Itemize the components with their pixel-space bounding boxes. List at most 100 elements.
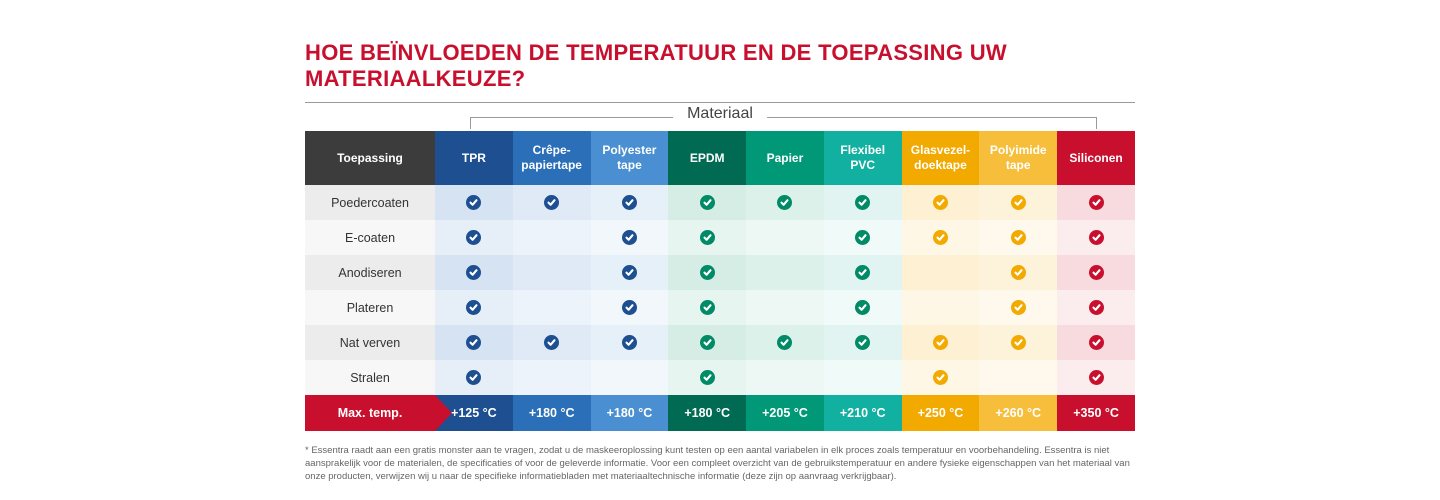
cell: [435, 185, 513, 220]
check-icon: [700, 335, 715, 350]
check-icon: [933, 370, 948, 385]
cell: [668, 360, 746, 395]
header-col-1: Crêpe-papiertape: [513, 131, 591, 185]
cell: [979, 220, 1057, 255]
cell: [902, 220, 980, 255]
cell: [591, 325, 669, 360]
cell: [902, 360, 980, 395]
material-table: ToepassingTPRCrêpe-papiertapePolyesterta…: [305, 131, 1135, 431]
check-icon: [544, 335, 559, 350]
max-temp-value: +210 °C: [824, 395, 902, 431]
check-icon: [1089, 230, 1104, 245]
check-icon: [622, 335, 637, 350]
check-icon: [622, 195, 637, 210]
cell: [513, 220, 591, 255]
cell: [668, 255, 746, 290]
header-toepassing: Toepassing: [305, 131, 435, 185]
cell: [824, 325, 902, 360]
table-row: Poedercoaten: [305, 185, 1135, 220]
cell: [902, 325, 980, 360]
cell: [746, 325, 824, 360]
check-icon: [466, 195, 481, 210]
max-temp-value: +180 °C: [668, 395, 746, 431]
max-temp-value: +250 °C: [902, 395, 980, 431]
check-icon: [622, 300, 637, 315]
check-icon: [777, 335, 792, 350]
header-col-6: Glasvezel-doektape: [902, 131, 980, 185]
check-icon: [466, 230, 481, 245]
page-title: HOE BEÏNVLOEDEN DE TEMPERATUUR EN DE TOE…: [305, 40, 1135, 103]
check-icon: [700, 300, 715, 315]
check-icon: [933, 335, 948, 350]
cell: [1057, 290, 1135, 325]
check-icon: [622, 230, 637, 245]
header-col-0: TPR: [435, 131, 513, 185]
cell: [668, 185, 746, 220]
check-icon: [855, 335, 870, 350]
cell: [591, 360, 669, 395]
table-row: Plateren: [305, 290, 1135, 325]
check-icon: [777, 195, 792, 210]
max-temp-label: Max. temp.: [305, 395, 435, 431]
header-col-7: Polyimidetape: [979, 131, 1057, 185]
cell: [746, 360, 824, 395]
cell: [1057, 325, 1135, 360]
cell: [591, 185, 669, 220]
check-icon: [1089, 335, 1104, 350]
header-col-8: Siliconen: [1057, 131, 1135, 185]
cell: [979, 185, 1057, 220]
max-temp-value: +205 °C: [746, 395, 824, 431]
cell: [668, 220, 746, 255]
cell: [979, 360, 1057, 395]
cell: [979, 255, 1057, 290]
check-icon: [933, 230, 948, 245]
cell: [902, 255, 980, 290]
material-band: Materiaal: [305, 103, 1135, 131]
cell: [435, 360, 513, 395]
max-temp-value: +260 °C: [979, 395, 1057, 431]
cell: [746, 255, 824, 290]
cell: [668, 325, 746, 360]
cell: [902, 185, 980, 220]
check-icon: [544, 195, 559, 210]
check-icon: [1089, 370, 1104, 385]
cell: [591, 255, 669, 290]
check-icon: [700, 230, 715, 245]
cell: [513, 185, 591, 220]
cell: [668, 290, 746, 325]
check-icon: [855, 300, 870, 315]
check-icon: [466, 370, 481, 385]
check-icon: [855, 265, 870, 280]
check-icon: [700, 265, 715, 280]
cell: [435, 290, 513, 325]
table-row: Nat verven: [305, 325, 1135, 360]
check-icon: [855, 195, 870, 210]
cell: [513, 360, 591, 395]
cell: [513, 325, 591, 360]
header-col-2: Polyestertape: [591, 131, 669, 185]
cell: [979, 290, 1057, 325]
header-col-3: EPDM: [668, 131, 746, 185]
check-icon: [855, 230, 870, 245]
check-icon: [466, 335, 481, 350]
max-temp-value: +180 °C: [513, 395, 591, 431]
check-icon: [1011, 195, 1026, 210]
cell: [824, 255, 902, 290]
row-label: E-coaten: [305, 220, 435, 255]
cell: [591, 220, 669, 255]
max-temp-value: +350 °C: [1057, 395, 1135, 431]
row-label: Anodiseren: [305, 255, 435, 290]
table-row: E-coaten: [305, 220, 1135, 255]
cell: [902, 290, 980, 325]
cell: [591, 290, 669, 325]
check-icon: [1011, 335, 1026, 350]
header-col-4: Papier: [746, 131, 824, 185]
cell: [1057, 185, 1135, 220]
row-label: Plateren: [305, 290, 435, 325]
header-col-5: FlexibelPVC: [824, 131, 902, 185]
cell: [824, 360, 902, 395]
cell: [824, 220, 902, 255]
check-icon: [1089, 195, 1104, 210]
cell: [435, 325, 513, 360]
cell: [513, 290, 591, 325]
